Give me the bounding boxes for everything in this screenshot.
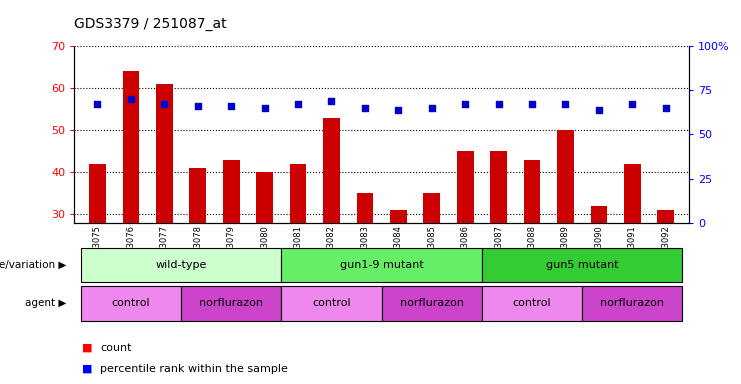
- Bar: [89, 164, 106, 341]
- Bar: [491, 151, 507, 341]
- Point: [159, 101, 170, 108]
- Text: genotype/variation ▶: genotype/variation ▶: [0, 260, 67, 270]
- Text: wild-type: wild-type: [156, 260, 207, 270]
- Text: ■: ■: [82, 364, 92, 374]
- Bar: [456, 151, 473, 341]
- Text: norflurazon: norflurazon: [600, 298, 665, 308]
- Bar: [122, 71, 139, 341]
- Bar: [356, 193, 373, 341]
- Text: norflurazon: norflurazon: [399, 298, 464, 308]
- Point: [125, 96, 137, 102]
- Text: agent ▶: agent ▶: [25, 298, 67, 308]
- Point: [459, 101, 471, 108]
- Text: norflurazon: norflurazon: [199, 298, 263, 308]
- Point: [225, 103, 237, 109]
- Point: [593, 107, 605, 113]
- Text: ■: ■: [82, 343, 92, 353]
- Text: GDS3379 / 251087_at: GDS3379 / 251087_at: [74, 17, 227, 31]
- Bar: [591, 206, 607, 341]
- Bar: [190, 168, 206, 341]
- Point: [426, 105, 438, 111]
- Bar: [156, 84, 173, 341]
- Bar: [256, 172, 273, 341]
- Bar: [323, 118, 340, 341]
- Point: [393, 107, 405, 113]
- Bar: [390, 210, 407, 341]
- Point: [259, 105, 270, 111]
- Text: gun5 mutant: gun5 mutant: [546, 260, 619, 270]
- Bar: [657, 210, 674, 341]
- Point: [526, 101, 538, 108]
- Point: [493, 101, 505, 108]
- Bar: [557, 130, 574, 341]
- Point: [292, 101, 304, 108]
- Point: [559, 101, 571, 108]
- Point: [626, 101, 638, 108]
- Point: [325, 98, 337, 104]
- Bar: [624, 164, 641, 341]
- Text: control: control: [513, 298, 551, 308]
- Text: count: count: [100, 343, 132, 353]
- Point: [659, 105, 671, 111]
- Bar: [423, 193, 440, 341]
- Text: percentile rank within the sample: percentile rank within the sample: [100, 364, 288, 374]
- Text: gun1-9 mutant: gun1-9 mutant: [339, 260, 424, 270]
- Text: control: control: [112, 298, 150, 308]
- Text: control: control: [312, 298, 350, 308]
- Point: [92, 101, 104, 108]
- Bar: [290, 164, 307, 341]
- Point: [359, 105, 370, 111]
- Point: [192, 103, 204, 109]
- Bar: [223, 160, 239, 341]
- Bar: [524, 160, 540, 341]
